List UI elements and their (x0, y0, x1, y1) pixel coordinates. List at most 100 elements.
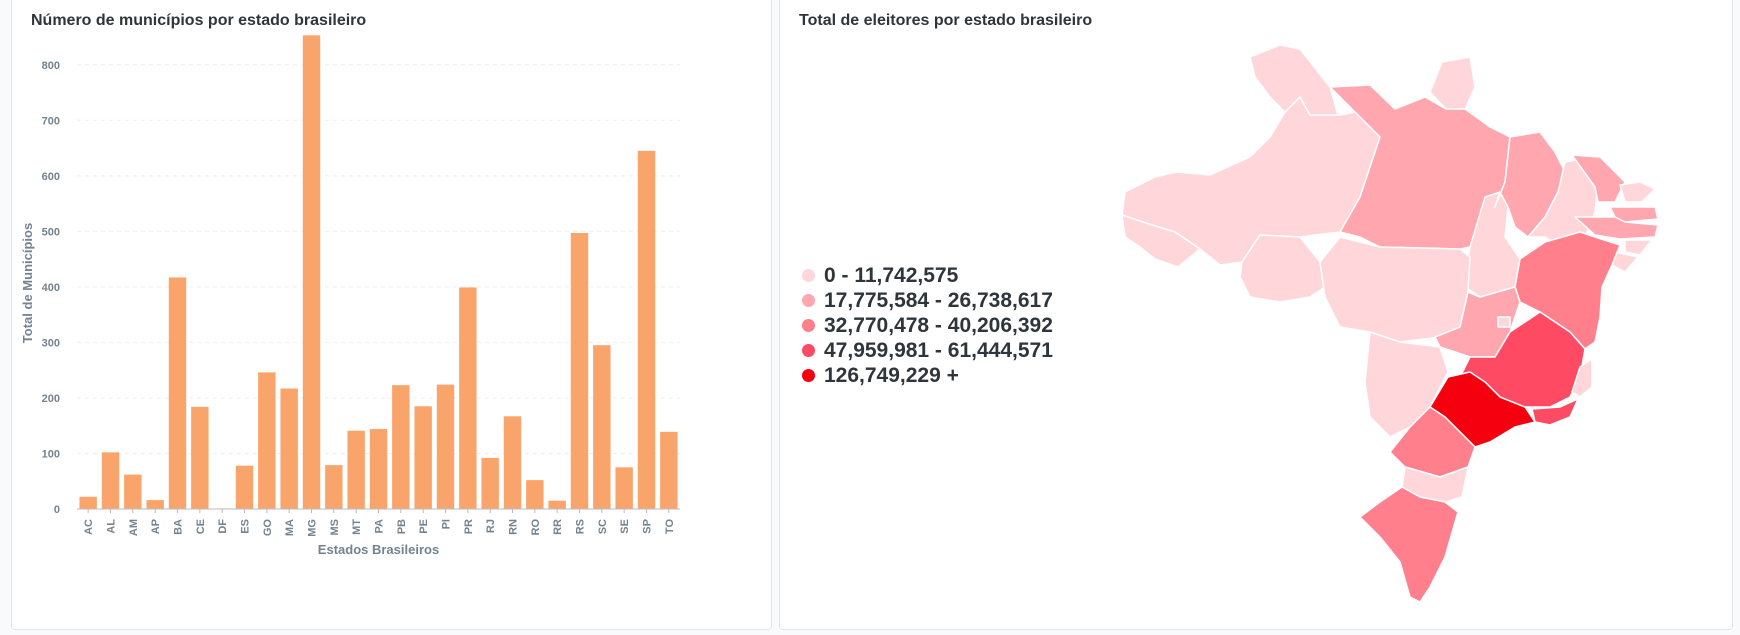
bar-pi[interactable] (436, 384, 455, 509)
state-pe[interactable] (1574, 216, 1659, 240)
legend-swatch (802, 369, 815, 382)
bar-pe[interactable] (414, 406, 432, 509)
bar-rj[interactable] (481, 457, 499, 509)
bar-chart: 0 100 200 300 400 500 600 700 800 AC AL AM AP BA CE DF… (20, 35, 680, 557)
bar-mg[interactable] (302, 35, 321, 510)
map-legend: 0 - 11,742,575 17,775,584 - 26,738,617 3… (802, 263, 1053, 388)
y-tick-label: 600 (42, 171, 60, 183)
x-tick-label: AP (150, 519, 162, 534)
bar-pa[interactable] (369, 429, 388, 509)
bar-rn[interactable] (503, 416, 522, 509)
bar-ms[interactable] (325, 465, 343, 509)
y-axis-label: Total de Municípios (20, 223, 35, 343)
state-df (1497, 316, 1511, 328)
state-pr[interactable] (1389, 406, 1476, 478)
x-tick-label: ES (240, 519, 252, 534)
state-al (1624, 239, 1653, 256)
bar-pb[interactable] (392, 385, 410, 509)
bar-to[interactable] (660, 431, 678, 509)
bar-ap[interactable] (146, 500, 164, 509)
legend-label: 0 - 11,742,575 (824, 263, 959, 287)
state-pb[interactable] (1609, 206, 1659, 223)
bar-se[interactable] (615, 467, 633, 509)
y-tick-label: 400 (42, 282, 60, 294)
x-tick-label: GO (262, 519, 274, 537)
x-tick-label: SE (619, 519, 631, 534)
legend-swatch (802, 319, 815, 332)
bar-rr[interactable] (548, 500, 566, 509)
y-tick-label: 200 (42, 393, 60, 405)
legend-label: 17,775,584 - 26,738,617 (824, 288, 1053, 312)
bar-ac[interactable] (79, 496, 97, 509)
x-tick-label: AM (128, 519, 140, 536)
map-card: Total de eleitores por estado brasileiro… (779, 0, 1733, 630)
x-tick-label: AL (106, 519, 118, 534)
y-tick-label: 700 (42, 115, 60, 127)
state-ro[interactable] (1239, 234, 1326, 303)
state-to (1464, 191, 1521, 298)
x-tick-label: TO (664, 519, 676, 535)
x-tick-label: RJ (485, 519, 497, 533)
bar-rs[interactable] (570, 233, 589, 509)
legend-item: 17,775,584 - 26,738,617 (802, 288, 1053, 313)
bar-pr[interactable] (459, 287, 477, 509)
bar-go[interactable] (258, 372, 276, 509)
bar-sp[interactable] (637, 150, 656, 509)
state-mt[interactable] (1319, 236, 1471, 343)
state-ap[interactable] (1429, 56, 1476, 110)
state-rs[interactable] (1359, 486, 1459, 603)
legend-swatch (802, 294, 815, 307)
y-tick-label: 0 (54, 504, 60, 516)
legend-label: 126,749,229 + (824, 363, 959, 387)
bar-al[interactable] (101, 452, 120, 509)
x-tick-label: RO (530, 519, 542, 536)
bar-ce[interactable] (191, 406, 209, 509)
y-tick-label: 300 (42, 337, 60, 349)
x-tick-label: RS (575, 519, 587, 534)
y-tick-label: 100 (42, 448, 60, 460)
state-ce[interactable] (1571, 154, 1626, 203)
brazil-map (1121, 44, 1659, 603)
x-tick-label: PE (418, 519, 430, 534)
bar-am[interactable] (124, 474, 142, 509)
bar-mt[interactable] (347, 430, 365, 509)
y-tick-label: 500 (42, 226, 60, 238)
legend-label: 47,959,981 - 61,444,571 (824, 338, 1053, 362)
state-ac (1121, 214, 1201, 268)
bar-ma[interactable] (280, 388, 298, 509)
x-tick-label: PA (374, 519, 386, 534)
x-tick-label: DF (217, 519, 229, 534)
x-tick-label: RN (508, 519, 520, 535)
x-tick-label: RR (552, 519, 564, 535)
x-tick-label: SC (597, 519, 609, 534)
state-ba[interactable] (1514, 231, 1621, 350)
legend-item: 0 - 11,742,575 (802, 263, 1053, 288)
x-tick-label: SP (642, 519, 654, 534)
legend-item: 47,959,981 - 61,444,571 (802, 338, 1053, 363)
state-rn (1619, 181, 1656, 203)
x-tick-label: AC (83, 519, 95, 535)
legend-item: 126,749,229 + (802, 363, 1053, 388)
x-tick-label: MG (307, 519, 319, 537)
x-tick-label: PR (463, 519, 475, 534)
x-tick-label: PI (441, 519, 453, 529)
legend-label: 32,770,478 - 40,206,392 (824, 313, 1053, 337)
bar-chart-title: Número de municípios por estado brasilei… (31, 12, 367, 29)
map-title: Total de eleitores por estado brasileiro (799, 12, 1093, 29)
bar-ba[interactable] (168, 277, 187, 509)
x-tick-label: CE (195, 519, 207, 534)
x-axis-label: Estados Brasileiros (318, 542, 439, 557)
state-es (1571, 358, 1593, 398)
y-tick-label: 800 (42, 60, 60, 72)
x-tick-label: BA (173, 519, 185, 535)
x-tick-label: MA (284, 519, 296, 536)
bar-chart-card: Número de municípios por estado brasilei… (11, 0, 772, 630)
bar-es[interactable] (235, 465, 254, 509)
x-tick-label: PB (396, 519, 408, 534)
bar-sc[interactable] (593, 345, 611, 509)
bar-ro[interactable] (526, 480, 544, 509)
state-rr (1249, 44, 1339, 116)
legend-swatch (802, 269, 815, 282)
x-tick-label: MT (351, 519, 363, 535)
legend-item: 32,770,478 - 40,206,392 (802, 313, 1053, 338)
